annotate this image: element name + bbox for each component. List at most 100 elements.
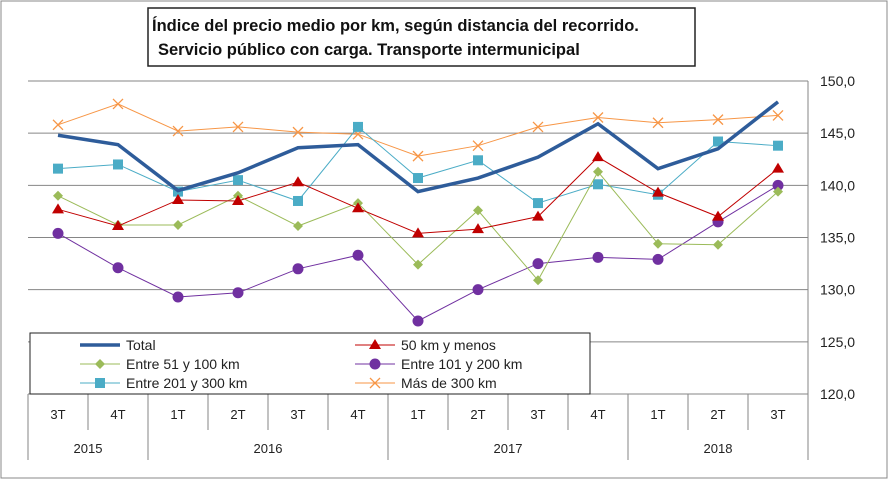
data-point <box>593 166 603 177</box>
data-point <box>233 175 243 186</box>
data-point <box>593 179 603 190</box>
legend-label: Entre 101 y 200 km <box>401 356 522 372</box>
data-point <box>172 193 184 204</box>
data-point <box>413 173 423 184</box>
year-label: 2018 <box>704 441 733 456</box>
data-point <box>172 125 184 137</box>
data-point <box>712 210 724 221</box>
legend-label: Entre 201 y 300 km <box>126 375 247 391</box>
y-tick-label: 135,0 <box>820 230 855 246</box>
data-point <box>293 221 303 232</box>
data-point <box>292 126 304 138</box>
data-point <box>473 205 483 216</box>
data-point <box>112 98 124 110</box>
data-point <box>772 179 784 191</box>
data-point <box>172 291 184 303</box>
data-point <box>773 186 783 197</box>
legend-marker <box>95 359 105 369</box>
data-point <box>412 227 424 238</box>
data-point <box>293 195 303 206</box>
x-tick-label: 3T <box>770 407 785 422</box>
data-point <box>472 284 484 296</box>
data-point <box>232 121 244 133</box>
x-tick-label: 1T <box>170 407 185 422</box>
data-point <box>412 150 424 162</box>
data-point <box>653 238 663 249</box>
data-point <box>232 287 244 299</box>
data-point <box>232 194 244 205</box>
y-tick-label: 150,0 <box>820 73 855 89</box>
data-point <box>592 251 604 263</box>
data-point <box>53 190 63 201</box>
data-point <box>773 140 783 151</box>
data-point <box>712 114 724 126</box>
data-point <box>112 220 124 231</box>
x-tick-label: 3T <box>290 407 305 422</box>
x-tick-label: 2T <box>230 407 245 422</box>
x-tick-label: 1T <box>650 407 665 422</box>
x-tick-label: 4T <box>590 407 605 422</box>
data-point <box>713 136 723 147</box>
data-point <box>532 121 544 133</box>
data-point <box>292 263 304 275</box>
legend-marker <box>95 378 105 388</box>
x-tick-label: 4T <box>110 407 125 422</box>
data-point <box>472 140 484 152</box>
data-point <box>652 117 664 129</box>
legend-label: Total <box>126 337 156 353</box>
y-tick-label: 120,0 <box>820 386 855 402</box>
data-point <box>533 275 543 286</box>
y-tick-label: 125,0 <box>820 334 855 350</box>
x-tick-label: 4T <box>350 407 365 422</box>
data-point <box>772 162 784 173</box>
data-point <box>532 210 544 221</box>
legend-marker <box>369 339 381 349</box>
data-point <box>652 253 664 265</box>
title-box <box>147 7 696 67</box>
data-point <box>52 119 64 131</box>
legend-marker <box>369 377 381 389</box>
data-point <box>713 239 723 250</box>
legend-label: Entre 51 y 100 km <box>126 356 240 372</box>
data-point <box>772 109 784 121</box>
data-point <box>112 262 124 274</box>
year-label: 2016 <box>254 441 283 456</box>
x-tick-label: 2T <box>710 407 725 422</box>
x-tick-label: 3T <box>530 407 545 422</box>
data-point <box>52 227 64 239</box>
legend <box>29 332 591 395</box>
y-tick-label: 130,0 <box>820 282 855 298</box>
data-point <box>352 249 364 261</box>
data-point <box>652 186 664 197</box>
y-tick-label: 140,0 <box>820 177 855 193</box>
series-line <box>57 100 780 194</box>
legend-label: Más de 300 km <box>401 375 497 391</box>
year-label: 2017 <box>494 441 523 456</box>
legend-label: 50 km y menos <box>401 337 496 353</box>
data-point <box>473 155 483 166</box>
data-point <box>533 198 543 209</box>
data-point <box>352 202 364 213</box>
data-point <box>53 163 63 174</box>
data-point <box>292 176 304 187</box>
chart-title: Índice del precio medio por km, según di… <box>152 16 639 35</box>
x-tick-label: 1T <box>410 407 425 422</box>
data-point <box>413 259 423 270</box>
data-point <box>472 223 484 234</box>
chart-title: Servicio público con carga. Transporte i… <box>158 41 580 59</box>
y-tick-label: 145,0 <box>820 125 855 141</box>
data-point <box>113 159 123 170</box>
data-point <box>353 121 363 132</box>
data-point <box>412 315 424 327</box>
x-tick-label: 3T <box>50 407 65 422</box>
data-point <box>52 203 64 214</box>
x-tick-label: 2T <box>470 407 485 422</box>
legend-marker <box>369 358 381 370</box>
data-point <box>592 112 604 123</box>
data-point <box>532 258 544 270</box>
year-label: 2015 <box>74 441 103 456</box>
data-point <box>592 151 604 162</box>
